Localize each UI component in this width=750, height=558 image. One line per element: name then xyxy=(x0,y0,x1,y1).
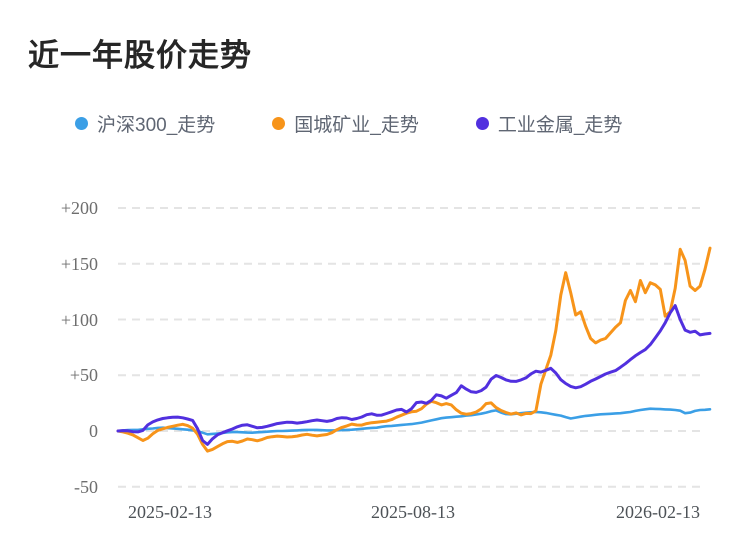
x-tick-label: 2025-08-13 xyxy=(371,502,455,522)
y-tick-label: +150 xyxy=(60,253,98,274)
y-tick-label: +100 xyxy=(60,309,98,330)
series-line-2 xyxy=(116,304,712,446)
y-tick-label: +50 xyxy=(69,365,98,386)
chart-legend: 沪深300_走势 国城矿业_走势 工业金属_走势 xyxy=(75,110,622,137)
x-tick-label: 2025-02-13 xyxy=(128,502,212,522)
legend-label: 国城矿业_走势 xyxy=(294,115,419,136)
x-tick-label: 2026-02-13 xyxy=(616,502,700,522)
legend-item-industrial-metals[interactable]: 工业金属_走势 xyxy=(475,110,623,137)
page-title: 近一年股价走势 xyxy=(28,38,252,73)
y-tick-label: 0 xyxy=(89,421,98,441)
legend-item-hs300[interactable]: 沪深300_走势 xyxy=(75,110,215,137)
legend-label: 工业金属_走势 xyxy=(497,115,623,136)
series-line-1 xyxy=(116,246,712,453)
y-tick-label: +200 xyxy=(60,198,98,218)
legend-dot-icon xyxy=(272,117,286,130)
legend-label: 沪深300_走势 xyxy=(97,115,216,136)
legend-dot-icon xyxy=(75,117,88,130)
legend-dot-icon xyxy=(475,117,489,130)
y-tick-label: -50 xyxy=(74,476,98,497)
gridlines xyxy=(118,207,706,488)
legend-item-guocheng-mining[interactable]: 国城矿业_走势 xyxy=(272,110,419,137)
